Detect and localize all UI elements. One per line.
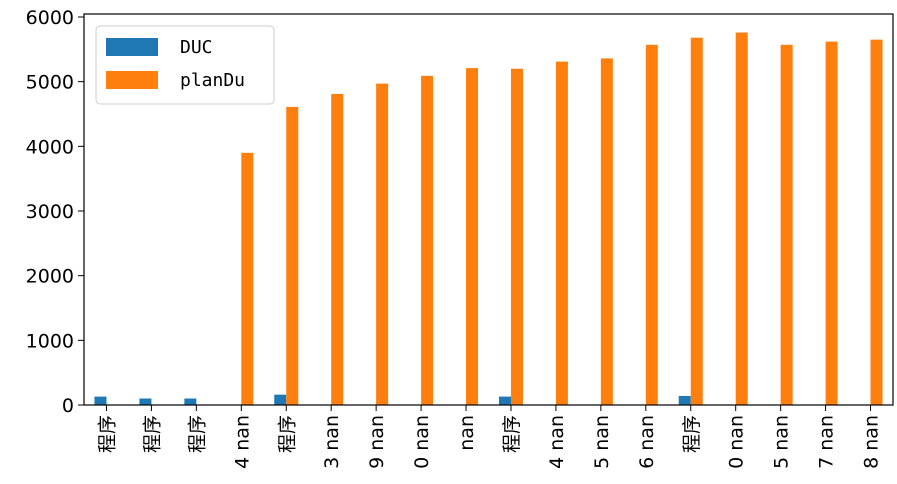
y-tick-label: 1000: [26, 330, 74, 352]
bar: [286, 106, 299, 406]
x-tick-label: 0 nan: [726, 415, 748, 469]
x-tick-label: 程序: [96, 415, 118, 453]
y-tick-label: 0: [62, 395, 74, 417]
legend-swatch: [106, 38, 158, 56]
bar: [331, 93, 344, 405]
x-tick-label: 5 nan: [591, 415, 613, 469]
bar: [510, 68, 523, 405]
bar: [825, 41, 838, 405]
bar: [600, 58, 613, 406]
bar: [645, 44, 658, 405]
bar: [498, 396, 511, 405]
x-tick-label: 6 nan: [636, 415, 658, 469]
x-tick-label: 程序: [186, 415, 208, 453]
x-tick-label: 程序: [681, 415, 703, 453]
x-tick-label: 7 nan: [816, 415, 838, 469]
bar: [735, 32, 748, 406]
x-tick-label: 0 nan: [411, 415, 433, 469]
bar: [94, 396, 107, 405]
y-tick-label: 5000: [26, 72, 74, 94]
x-tick-label: 程序: [276, 415, 298, 453]
bar: [870, 39, 883, 406]
x-tick-label: 5 nan: [771, 415, 793, 469]
plot-frame: [83, 13, 894, 406]
legend-label: planDu: [180, 70, 245, 91]
bar: [139, 398, 152, 405]
x-tick-label: 3 nan: [321, 415, 343, 469]
bar: [678, 395, 691, 405]
x-tick-label: 程序: [501, 415, 523, 453]
x-tick-label: 4 nan: [231, 415, 253, 469]
legend-label: DUC: [180, 37, 213, 58]
y-tick-label: 6000: [26, 7, 74, 29]
bar: [690, 37, 703, 406]
bar: [555, 61, 568, 406]
x-tick-label: 程序: [141, 415, 163, 453]
y-tick-label: 3000: [26, 201, 74, 223]
bar: [184, 398, 197, 405]
x-tick-label: nan: [456, 415, 478, 451]
y-tick-label: 4000: [26, 136, 74, 158]
bar: [241, 152, 254, 405]
legend-swatch: [106, 71, 158, 89]
x-tick-label: 4 nan: [546, 415, 568, 469]
x-tick-label: 9 nan: [366, 415, 388, 469]
y-tick-label: 2000: [26, 266, 74, 288]
bar: [274, 394, 287, 405]
bar: [376, 83, 389, 406]
bar: [421, 75, 434, 405]
bar: [466, 68, 479, 405]
bar: [780, 44, 793, 405]
x-tick-label: 8 nan: [861, 415, 883, 469]
